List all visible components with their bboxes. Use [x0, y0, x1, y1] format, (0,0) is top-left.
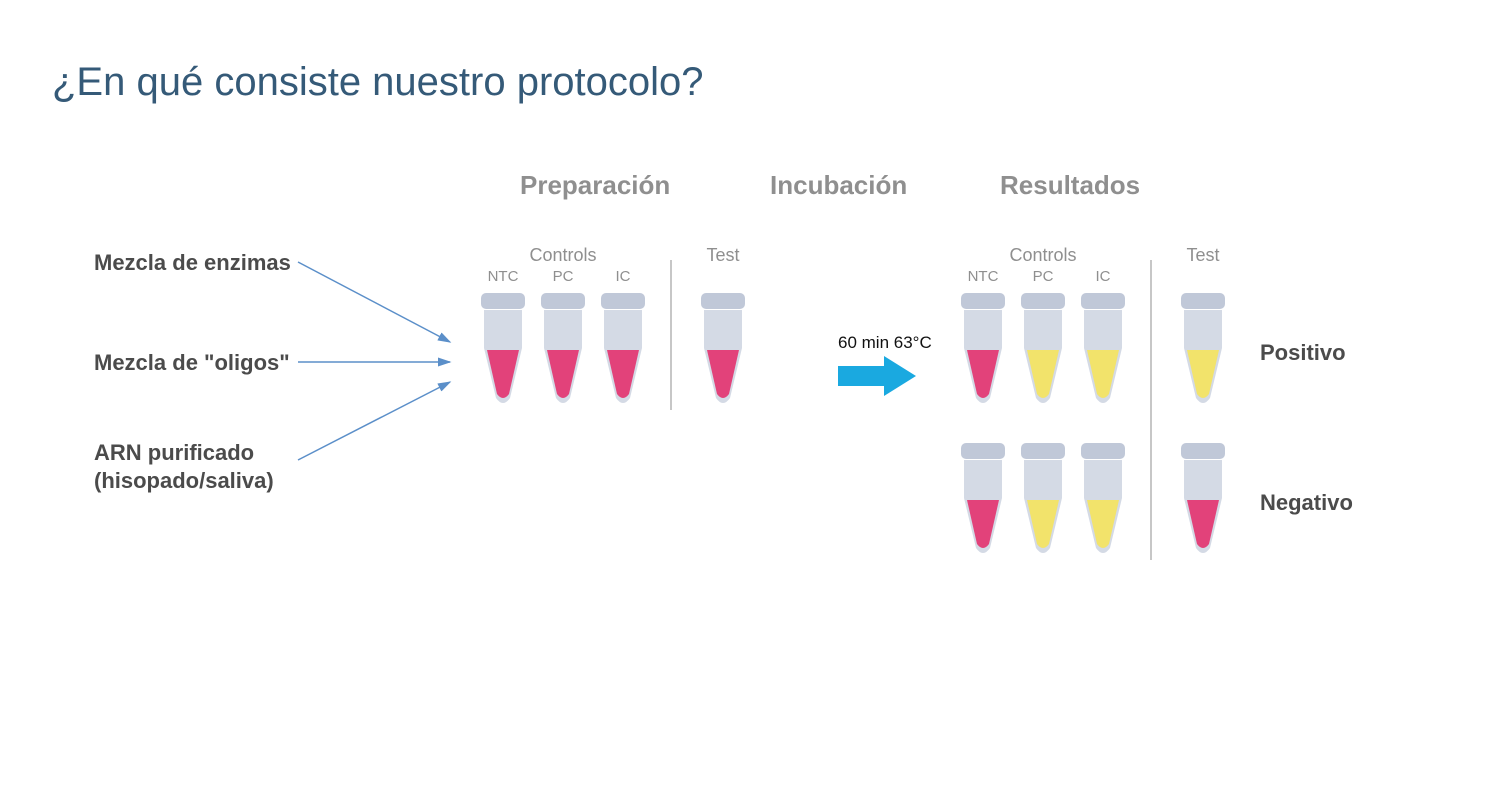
result-positive-label: Positivo [1260, 340, 1346, 366]
prep-ntc-label: NTC [478, 268, 528, 285]
prep-tube-ntc [478, 290, 528, 410]
result-negative-label: Negativo [1260, 490, 1353, 516]
prep-tube-test [698, 290, 748, 410]
res-ic-label: IC [1078, 268, 1128, 285]
input-arrows [0, 0, 1507, 810]
prep-pc-label: PC [538, 268, 588, 285]
res-neg-ic [1078, 440, 1128, 560]
prep-tube-pc [538, 290, 588, 410]
res-pos-ic [1078, 290, 1128, 410]
prep-divider [670, 260, 672, 410]
prep-ic-label: IC [598, 268, 648, 285]
res-neg-ntc [958, 440, 1008, 560]
res-controls-label: Controls [988, 245, 1098, 266]
prep-tube-ic [598, 290, 648, 410]
res-ntc-label: NTC [958, 268, 1008, 285]
res-pc-label: PC [1018, 268, 1068, 285]
incubation-arrow-icon [838, 356, 916, 396]
res-pos-pc [1018, 290, 1068, 410]
prep-test-label: Test [688, 245, 758, 266]
res-neg-pc [1018, 440, 1068, 560]
res-test-label: Test [1168, 245, 1238, 266]
protocol-diagram: ¿En qué consiste nuestro protocolo? Prep… [0, 0, 1507, 810]
res-divider [1150, 260, 1152, 560]
res-pos-test [1178, 290, 1228, 410]
res-neg-test [1178, 440, 1228, 560]
prep-controls-label: Controls [508, 245, 618, 266]
res-pos-ntc [958, 290, 1008, 410]
incubation-text: 60 min 63°C [838, 333, 932, 353]
